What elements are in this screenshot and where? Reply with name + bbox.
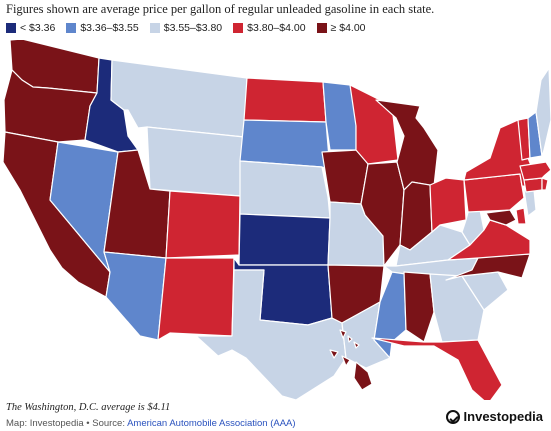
- state-hi: [353, 361, 373, 391]
- legend: < $3.36 $3.36–$3.55 $3.55–$3.80 $3.80–$4…: [6, 20, 377, 36]
- state-fl: [371, 337, 503, 400]
- state-va: [447, 219, 531, 261]
- us-map-svg: [2, 40, 551, 400]
- legend-swatch: [149, 23, 160, 33]
- brand-name: Investopedia: [463, 409, 543, 424]
- state-ak: [339, 329, 347, 339]
- legend-label: ≥ $4.00: [330, 22, 366, 34]
- us-gas-price-map: [0, 40, 551, 400]
- state-nj: [523, 189, 537, 217]
- state-ne: [239, 160, 331, 219]
- legend-swatch: [6, 23, 16, 33]
- dc-average-note: The Washington, D.C. average is $4.11: [6, 402, 171, 413]
- state-oh: [429, 177, 467, 233]
- state-de: [515, 207, 527, 225]
- legend-item-3-36-to-3-55: $3.36–$3.55: [66, 22, 139, 34]
- state-hi: [341, 355, 351, 367]
- state-ri: [541, 177, 549, 191]
- state-pa: [463, 173, 525, 213]
- source-prefix: Map: Investopedia • Source:: [6, 418, 128, 429]
- source-line: Map: Investopedia • Source: American Aut…: [6, 418, 296, 429]
- legend-item-under-3-36: < $3.36: [6, 22, 55, 34]
- legend-item-3-80-to-4-00: $3.80–$4.00: [233, 22, 306, 34]
- state-nd: [243, 77, 327, 123]
- state-co: [165, 190, 241, 259]
- state-mt: [110, 59, 248, 138]
- legend-swatch: [233, 23, 244, 33]
- state-me: [535, 67, 551, 157]
- state-ks: [238, 213, 331, 266]
- state-ak: [347, 335, 353, 343]
- state-hi: [329, 349, 339, 359]
- state-ia: [321, 149, 369, 205]
- state-az: [103, 251, 167, 341]
- legend-label: $3.55–$3.80: [163, 22, 223, 34]
- legend-label: $3.36–$3.55: [80, 22, 139, 34]
- state-nm: [157, 257, 235, 341]
- state-tx: [195, 269, 347, 400]
- legend-item-3-55-to-3-80: $3.55–$3.80: [149, 22, 223, 34]
- legend-label: < $3.36: [20, 22, 56, 34]
- state-wi: [349, 84, 399, 165]
- investopedia-logo: Investopedia: [445, 409, 543, 424]
- investopedia-check-icon: [445, 409, 460, 424]
- state-ak: [353, 341, 360, 349]
- state-md: [485, 209, 517, 226]
- legend-swatch: [66, 23, 77, 33]
- source-link[interactable]: American Automobile Association (AAA): [127, 418, 296, 429]
- state-wy: [146, 126, 245, 197]
- legend-swatch: [316, 23, 327, 33]
- map-subtitle: Figures shown are average price per gall…: [6, 2, 435, 16]
- legend-item-4-00-plus: ≥ $4.00: [316, 22, 366, 34]
- legend-label: $3.80–$4.00: [247, 22, 306, 34]
- state-ma: [519, 161, 551, 181]
- state-al: [403, 271, 435, 343]
